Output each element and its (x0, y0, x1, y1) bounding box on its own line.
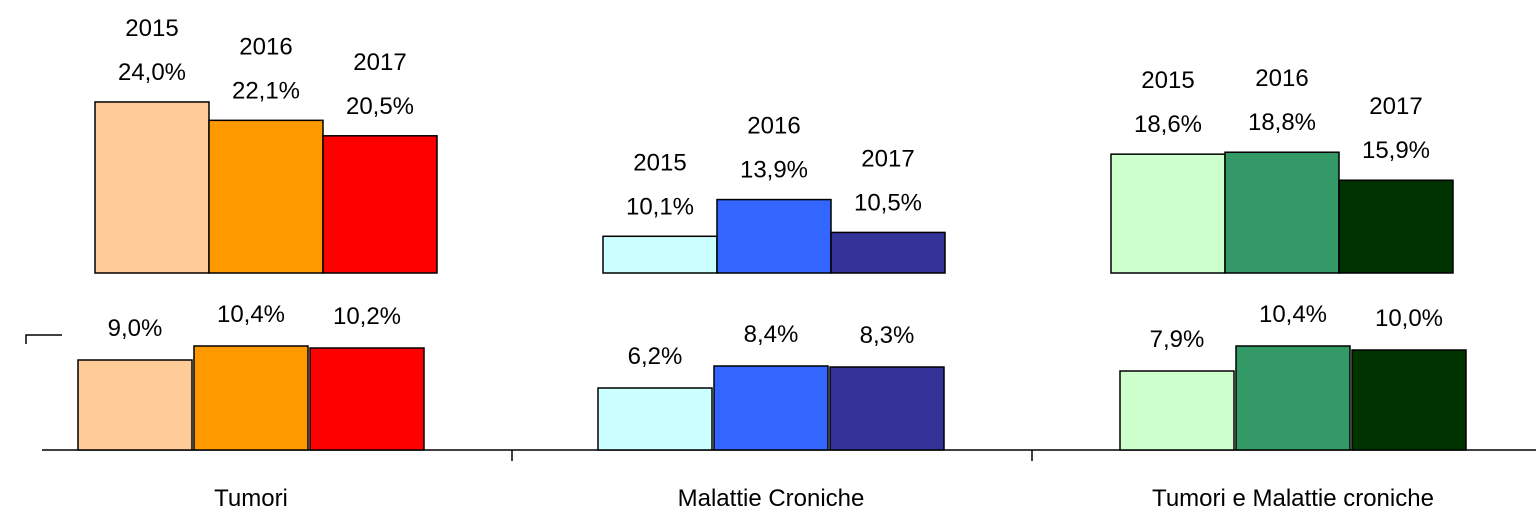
value-label: 15,9% (1362, 137, 1430, 164)
bar (77, 359, 193, 451)
bar (830, 231, 946, 274)
bar (322, 135, 438, 274)
bar (716, 198, 832, 274)
series-label: 2016 (747, 113, 800, 140)
series-label: 2015 (633, 149, 686, 176)
category-label: Tumori e Malattie croniche (1152, 485, 1434, 512)
series-label: 2017 (1369, 93, 1422, 120)
bar (1235, 345, 1351, 451)
series-label: 2016 (1255, 65, 1308, 92)
bar (1338, 179, 1454, 274)
value-label: 18,6% (1134, 111, 1202, 138)
value-label: 10,2% (333, 303, 401, 330)
value-label: 18,8% (1248, 109, 1316, 136)
category-label: Tumori (214, 485, 288, 512)
bar (309, 347, 425, 451)
value-label: 6,2% (628, 343, 683, 370)
value-label: 10,1% (626, 193, 694, 220)
series-label: 2017 (861, 145, 914, 172)
bar (193, 345, 309, 451)
series-label: 2015 (125, 15, 178, 42)
series-label: 2017 (353, 49, 406, 76)
bar (713, 365, 829, 451)
value-label: 10,0% (1375, 305, 1443, 332)
bar (1119, 370, 1235, 451)
series-label: 2015 (1141, 67, 1194, 94)
bar (1224, 151, 1340, 274)
decoration (25, 334, 62, 344)
bar (208, 119, 324, 274)
bar (94, 101, 210, 274)
bar (597, 387, 713, 451)
value-label: 13,9% (740, 157, 808, 184)
bar (602, 235, 718, 274)
series-label: 2016 (239, 33, 292, 60)
value-label: 10,4% (217, 301, 285, 328)
value-label: 8,4% (744, 321, 799, 348)
bar (829, 366, 945, 451)
value-label: 20,5% (346, 93, 414, 120)
value-label: 10,5% (854, 189, 922, 216)
bar (1351, 349, 1467, 451)
value-label: 7,9% (1150, 326, 1205, 353)
category-label: Malattie Croniche (678, 485, 865, 512)
value-label: 8,3% (860, 322, 915, 349)
value-label: 9,0% (108, 315, 163, 342)
value-label: 24,0% (118, 59, 186, 86)
bar (1110, 153, 1226, 274)
value-label: 10,4% (1259, 301, 1327, 328)
value-label: 22,1% (232, 77, 300, 104)
